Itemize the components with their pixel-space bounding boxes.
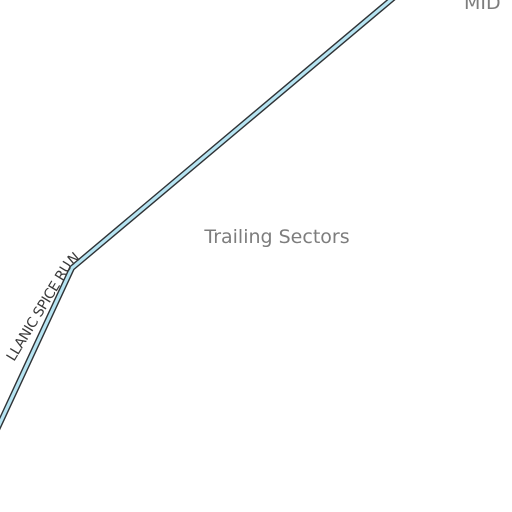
route-llanic-spice-run[interactable] <box>0 0 398 436</box>
route-line <box>0 0 394 427</box>
route-casing <box>0 0 396 431</box>
region-label: Trailing Sectors <box>203 226 349 248</box>
route-name-text: LLANIC SPICE RUN <box>4 250 84 364</box>
route-name-label: LLANIC SPICE RUN <box>4 250 83 364</box>
edge-region-label: MID <box>464 0 501 14</box>
